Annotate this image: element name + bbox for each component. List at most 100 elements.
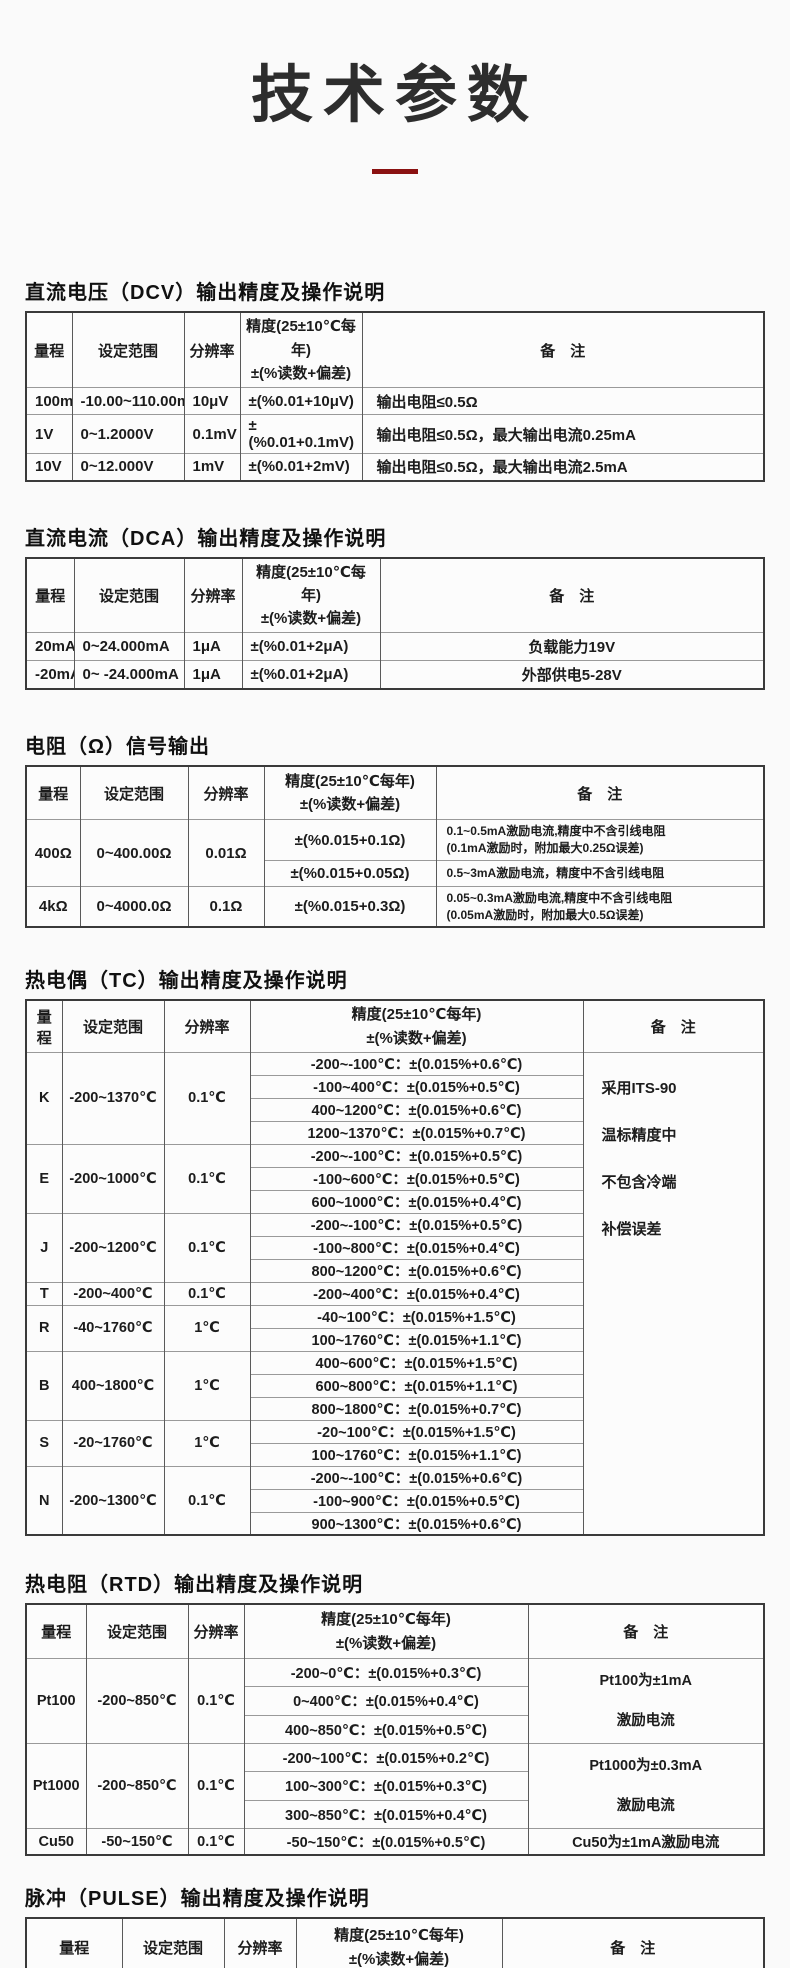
cell-set-range: 400~1800℃ [61,1350,164,1421]
cell-range: J [25,1212,62,1283]
cell-set-range: -200~1370℃ [61,1051,164,1145]
cell-accuracy: 300~850℃：±(0.015%+0.4℃) [243,1799,528,1829]
cell-resolution: 0.1mV [183,414,240,454]
table-row: 600~1000℃：±(0.015%+0.4℃) [26,1189,764,1214]
section-title-resistance: 电阻（Ω）信号输出 [25,735,211,758]
cell-accuracy: 800~1200℃：±(0.015%+0.6℃) [249,1258,583,1283]
header-remark: 备 注 [435,765,764,820]
cell-accuracy: ±(%0.01+2mV) [239,453,362,481]
cell-resolution: 1℃ [163,1419,250,1467]
header-range: 量程 [25,557,74,633]
table-row: 10V 0~12.000V 1mV ±(%0.01+2mV) 输出电阻≤0.5Ω，最大输… [25,453,764,481]
header-accuracy-line2: ±(%读数+偏差) [299,796,401,814]
section-title-tc: 热电偶（TC）输出精度及操作说明 [25,970,348,993]
cell-accuracy: 800~1800℃：±(0.015%+0.7℃) [249,1396,583,1421]
spec-table-dca: 量程 设定范围 分辨率 精度(25±10℃每年) ±(%读数+偏差) 备 注 20mA 0~2… [25,556,765,690]
cell-set-range: 0~4000.0Ω [79,885,188,928]
cell-range: S [25,1419,62,1467]
cell-resolution: 0.1℃ [163,1465,250,1536]
cell-set-range: 0~12.000V [71,453,184,481]
table-row: 900~1300℃：±(0.015%+0.6℃) [26,1511,764,1536]
header-set-range: 设定范围 [121,1917,224,1968]
section-title-rtd: 热电阻（RTD）输出精度及操作说明 [25,1574,364,1597]
table-row: -100~400℃：±(0.015%+0.5℃) [26,1074,764,1099]
header-range: 量程 [25,999,62,1053]
spec-table-tc: 量程 设定范围 分辨率 精度(25±10℃每年) ±(%读数+偏差) 备 注 K -200~1… [25,999,765,1537]
header-accuracy-line1: 精度(25±10℃每年) [256,563,366,604]
spec-table-rtd: 量程 设定范围 分辨率 精度(25±10℃每年) ±(%读数+偏差) 备 注 Pt100 -2… [25,1603,765,1857]
table-row: 1V 0~1.2000V 0.1mV ±(%0.01+0.1mV) 输出电阻≤0.5Ω，… [25,414,764,454]
table-row: 100mV-10.00~110.00mV10μV±(%0.01+10μV)输出电… [25,387,764,415]
cell-resolution: 1μA [183,660,242,689]
cell-remark: 0.5~3mA激励电流，精度中不含引线电阻 [435,859,764,887]
cell-remark: 采用ITS-90 温标精度中 不包含冷端 补偿误差 [582,1051,764,1536]
cell-range: E [25,1143,62,1214]
header-set-range: 设定范围 [85,1603,188,1659]
cell-accuracy: -200~0℃：±(0.015%+0.3℃) [243,1657,528,1687]
table-wrap-tc: 量程 设定范围 分辨率 精度(25±10℃每年) ±(%读数+偏差) 备 注 K -200~1… [25,999,765,1537]
cell-resolution: 0.1℃ [163,1143,250,1214]
cell-set-range: -200~1000℃ [61,1143,164,1214]
cell-remark: 输出电阻≤0.5Ω，最大输出电流0.25mA [361,414,764,454]
cell-resolution: 1μA [183,632,242,661]
remark-line: (0.1mA激励时，附加最大0.25Ω误差) [446,841,644,856]
cell-range: 10V [25,453,72,481]
remark-line: 补偿误差 [601,1220,662,1238]
cell-resolution: 0.1Ω [187,885,264,928]
cell-resolution: 0.01Ω [187,819,264,887]
page-header: 技术参数 [0,60,790,175]
remark-line: Pt1000为±0.3mA [589,1757,703,1774]
remark-line: 温标精度中 [601,1126,677,1144]
section-title-dcv: 直流电压（DCV）输出精度及操作说明 [25,282,386,305]
cell-accuracy: 1200~1370℃：±(0.015%+0.7℃) [249,1120,583,1145]
cell-accuracy: -200~-100℃：±(0.015%+0.5℃) [249,1143,583,1168]
cell-set-range: -200~1200℃ [61,1212,164,1283]
remark-line: 激励电流 [616,1712,675,1729]
table-row: E -200~1000℃ 0.1℃ -200~-100℃：±(0.015%+0.5℃) [25,1143,764,1214]
cell-accuracy: ±(%0.015+0.05Ω) [263,859,436,887]
cell-accuracy: 100~300℃：±(0.015%+0.3℃) [243,1771,528,1801]
cell-accuracy: -20~100℃：±(0.015%+1.5℃) [249,1419,583,1444]
cell-range: T [25,1281,62,1306]
section-tc: 热电偶（TC）输出精度及操作说明 量程 设定范围 分辨率 精度(25±10℃每年) ±(… [25,964,765,1537]
header-set-range: 设定范围 [61,999,164,1053]
header-set-range: 设定范围 [71,311,184,388]
cell-set-range: -50~150℃ [85,1827,188,1856]
table-row: 800~1200℃：±(0.015%+0.6℃) [26,1258,764,1283]
cell-resolution: 0.1℃ [163,1281,250,1306]
cell-resolution: 10μV [183,387,240,415]
header-accuracy-line1: 精度(25±10℃每年) [351,1006,482,1024]
cell-accuracy: -100~900℃：±(0.015%+0.5℃) [249,1488,583,1513]
header-resolution: 分辨率 [183,557,242,633]
cell-accuracy: ±(%0.015+0.3Ω) [263,885,436,928]
cell-set-range: -200~850℃ [85,1657,188,1744]
cell-set-range: 0~1.2000V [71,414,184,454]
cell-remark: 0.1~0.5mA激励电流,精度中不含引线电阻 (0.1mA激励时，附加最大0.2… [435,819,764,861]
remark-line: 0.05~0.3mA激励电流,精度中不含引线电阻 [446,890,673,905]
cell-range: Pt100 [25,1657,86,1744]
table-row: 20mA 0~24.000mA 1μA ±(%0.01+2μA) 负载能力19V [25,632,764,661]
cell-range: 4kΩ [25,885,80,928]
remark-line: 不包含冷端 [601,1173,677,1191]
table-row: S -20~1760℃ 1℃ -20~100℃：±(0.015%+1.5℃) [25,1419,764,1467]
cell-accuracy: -200~100℃：±(0.015%+0.2℃) [243,1742,528,1772]
cell-resolution: 0.1℃ [187,1827,244,1856]
header-resolution: 分辨率 [187,1603,244,1659]
section-dca: 直流电流（DCA）输出精度及操作说明 量程 设定范围 分辨率 精度(25±10℃每年)… [25,522,765,690]
cell-range: -20mA [25,660,74,689]
table-row: 100~300℃：±(0.015%+0.3℃) [26,1771,764,1801]
cell-accuracy: 400~1200℃：±(0.015%+0.6℃) [249,1097,583,1122]
cell-set-range: -200~1300℃ [61,1465,164,1536]
cell-range: Cu50 [25,1827,86,1856]
cell-remark: 输出电阻≤0.5Ω，最大输出电流2.5mA [361,453,764,481]
header-accuracy-line1: 精度(25±10℃每年) [246,318,356,359]
table-row: 400~850℃：±(0.015%+0.5℃) [26,1714,764,1744]
cell-resolution: 0.1℃ [187,1657,244,1744]
cell-set-range: 0~24.000mA [73,632,184,661]
header-accuracy: 精度(25±10℃每年) ±(%读数+偏差) [249,999,583,1053]
cell-accuracy: -200~-100℃：±(0.015%+0.6℃) [249,1465,583,1490]
table-wrap-resistance: 量程 设定范围 分辨率 精度(25±10℃每年) ±(%读数+偏差) 备 注 400Ω 0~4… [25,764,765,929]
header-accuracy-line1: 精度(25±10℃每年) [334,1927,464,1945]
cell-range: R [25,1304,62,1352]
